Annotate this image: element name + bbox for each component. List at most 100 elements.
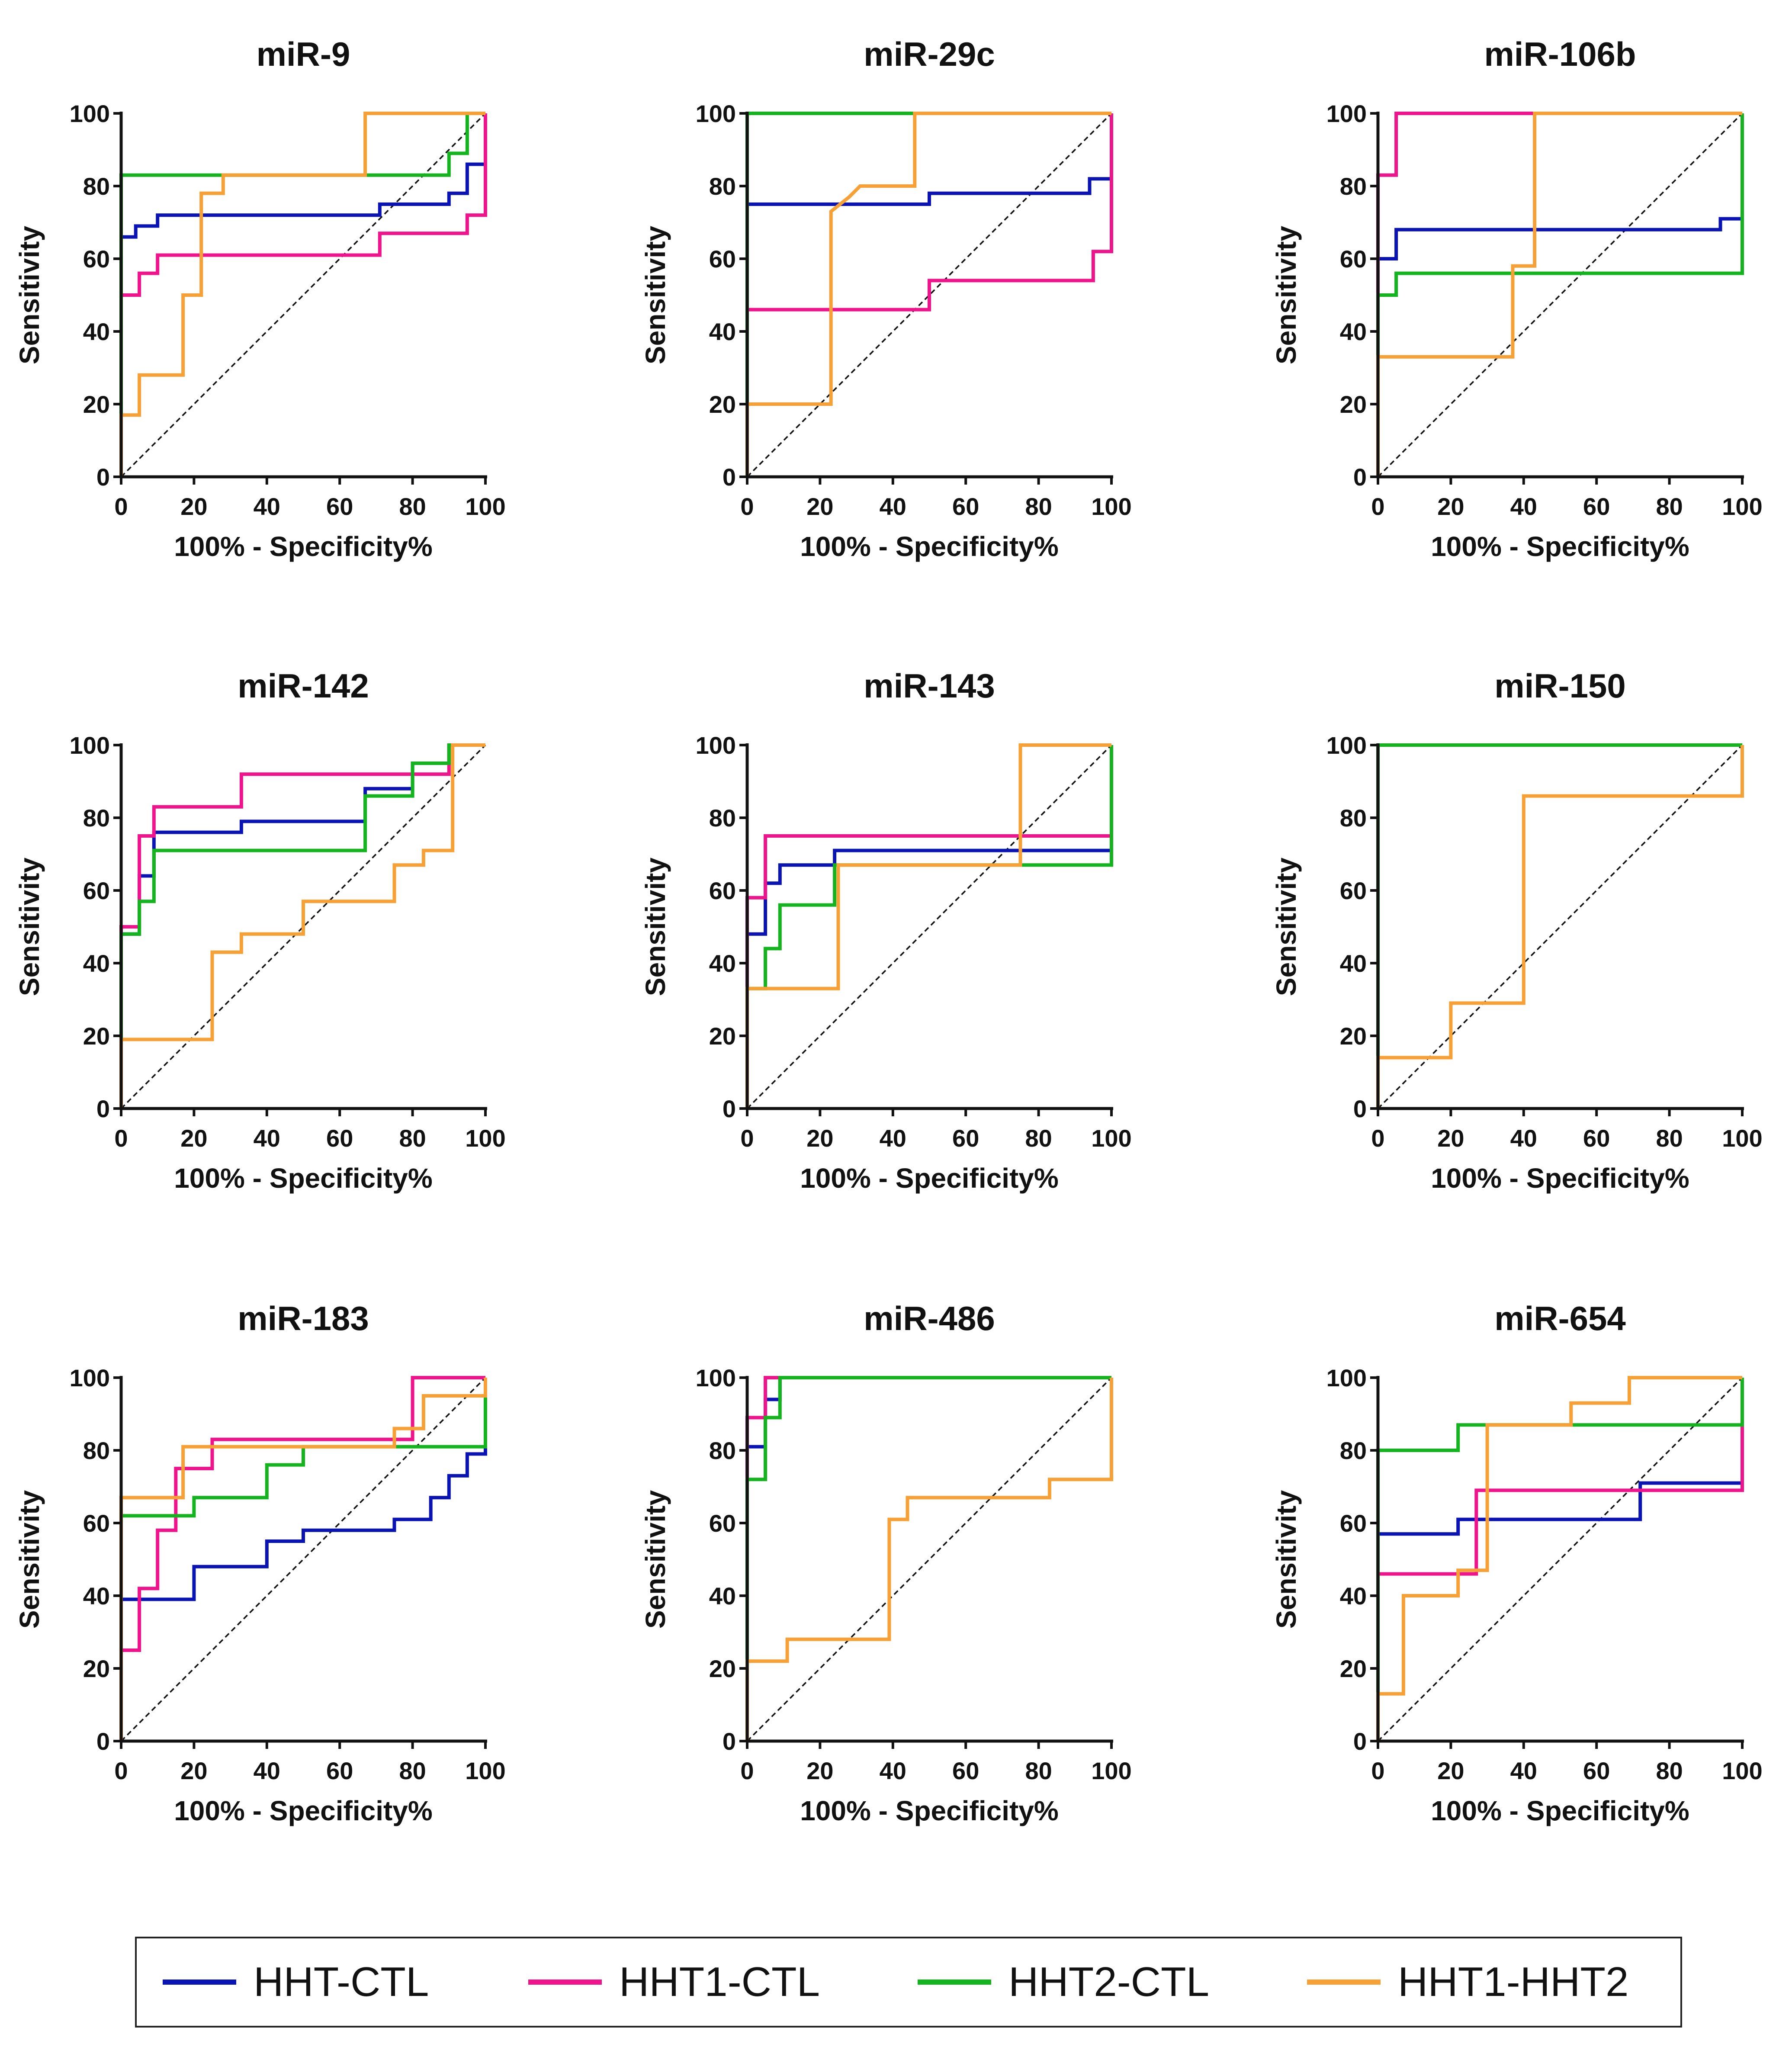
x-axis-label-mir-142: 100% - Specificity% (174, 1163, 433, 1194)
reference-diagonal-mir-486 (746, 1377, 1112, 1742)
x-tick-label-mir-142: 60 (326, 1125, 353, 1152)
panel-title-mir-106b: miR-106b (1484, 35, 1636, 73)
y-tick-label-mir-106b: 40 (1340, 318, 1367, 345)
x-tick-label-mir-143: 100 (1091, 1125, 1131, 1152)
x-tick-label-mir-486: 100 (1091, 1757, 1131, 1784)
y-tick-label-mir-183: 20 (83, 1655, 110, 1682)
x-tick-label-mir-9: 60 (326, 493, 353, 520)
reference-diagonal-mir-9 (120, 112, 486, 478)
roc-curve-hht-ctl-mir-654 (1376, 1378, 1744, 1741)
x-tick-label-mir-29c: 0 (740, 493, 754, 520)
x-tick-label-mir-654: 100 (1722, 1757, 1762, 1784)
x-tick-label-mir-106b: 40 (1510, 493, 1537, 520)
panel-mir-654: miR-654 0 20 40 60 80 100 0 20 40 60 80 100 100% - Sp… (1271, 1299, 1763, 1826)
y-axis-label-mir-150: Sensitivity (1271, 858, 1302, 996)
x-tick-label-mir-183: 40 (254, 1757, 280, 1784)
y-tick-label-mir-486: 20 (709, 1655, 736, 1682)
y-tick-label-mir-486: 100 (696, 1364, 736, 1391)
y-tick-label-mir-183: 40 (83, 1582, 110, 1610)
x-tick-label-mir-106b: 20 (1437, 493, 1464, 520)
legend-label-hht1-hht2: HHT1-HHT2 (1398, 1959, 1629, 2005)
y-axis-label-mir-654: Sensitivity (1271, 1490, 1302, 1629)
y-tick-label-mir-9: 100 (70, 100, 110, 127)
x-tick-label-mir-486: 0 (740, 1757, 754, 1784)
y-tick-label-mir-106b: 60 (1340, 245, 1367, 273)
y-tick-label-mir-142: 0 (96, 1095, 110, 1122)
y-tick-label-mir-142: 60 (83, 877, 110, 904)
x-tick-label-mir-143: 20 (806, 1125, 833, 1152)
panel-mir-9: miR-9 0 20 40 60 80 100 0 20 40 60 80 100 100% - Spec… (14, 35, 506, 562)
y-tick-label-mir-106b: 100 (1326, 100, 1367, 127)
roc-curve-hht-ctl-mir-183 (119, 1378, 487, 1741)
roc-curve-hht-ctl-mir-29c (745, 113, 1113, 477)
roc-curve-hht1-hht2-mir-183 (119, 1378, 487, 1741)
y-tick-label-mir-150: 20 (1340, 1022, 1367, 1050)
x-tick-label-mir-183: 100 (465, 1757, 505, 1784)
roc-curve-hht1-hht2-mir-29c (745, 112, 1111, 477)
legend: HHT-CTL HHT1-CTL HHT2-CTL HHT1-HHT2 (135, 1937, 1682, 2028)
x-tick-label-mir-150: 60 (1583, 1125, 1610, 1152)
panel-mir-106b: miR-106b 0 20 40 60 80 100 0 20 40 60 80 100 100% - S… (1271, 35, 1763, 562)
legend-swatch-hht-ctl (163, 1980, 236, 1985)
y-tick-label-mir-183: 80 (83, 1437, 110, 1464)
y-tick-label-mir-142: 100 (70, 732, 110, 759)
panel-title-mir-143: miR-143 (864, 667, 995, 705)
legend-label-hht-ctl: HHT-CTL (254, 1959, 429, 2005)
panel-title-mir-142: miR-142 (238, 667, 369, 705)
x-tick-label-mir-29c: 100 (1091, 493, 1131, 520)
roc-curve-hht1-hht2-mir-142 (119, 743, 485, 1109)
y-tick-label-mir-654: 20 (1340, 1655, 1367, 1682)
y-tick-label-mir-142: 80 (83, 804, 110, 832)
y-tick-label-mir-143: 20 (709, 1022, 736, 1050)
legend-swatch-hht1-ctl (528, 1980, 602, 1985)
x-tick-label-mir-654: 40 (1510, 1757, 1537, 1784)
y-tick-label-mir-183: 0 (96, 1728, 110, 1755)
reference-diagonal-mir-654 (1377, 1377, 1743, 1742)
x-tick-label-mir-143: 40 (880, 1125, 906, 1152)
y-tick-label-mir-486: 40 (709, 1582, 736, 1610)
legend-label-hht2-ctl: HHT2-CTL (1008, 1959, 1210, 2005)
y-axis-label-mir-106b: Sensitivity (1271, 226, 1302, 365)
x-tick-label-mir-143: 80 (1025, 1125, 1052, 1152)
x-tick-label-mir-142: 100 (465, 1125, 505, 1152)
y-tick-label-mir-654: 60 (1340, 1510, 1367, 1537)
x-tick-label-mir-150: 40 (1510, 1125, 1537, 1152)
x-axis-label-mir-486: 100% - Specificity% (800, 1795, 1059, 1826)
roc-curve-hht1-hht2-mir-9 (119, 112, 485, 477)
x-tick-label-mir-150: 80 (1656, 1125, 1683, 1152)
y-tick-label-mir-9: 60 (83, 245, 110, 273)
roc-curve-hht2-ctl-mir-142 (119, 743, 485, 1109)
reference-diagonal-mir-142 (120, 744, 486, 1109)
y-tick-label-mir-486: 80 (709, 1437, 736, 1464)
x-axis-label-mir-654: 100% - Specificity% (1431, 1795, 1689, 1826)
x-axis-label-mir-9: 100% - Specificity% (174, 531, 433, 562)
reference-diagonal-mir-143 (746, 744, 1112, 1109)
panel-title-mir-183: miR-183 (238, 1299, 369, 1337)
y-tick-label-mir-150: 0 (1353, 1095, 1367, 1122)
panel-mir-142: miR-142 0 20 40 60 80 100 0 20 40 60 80 100 100% - Sp… (14, 667, 506, 1194)
y-tick-label-mir-183: 60 (83, 1510, 110, 1537)
x-tick-label-mir-183: 0 (114, 1757, 128, 1784)
y-tick-label-mir-150: 80 (1340, 804, 1367, 832)
y-axis-label-mir-9: Sensitivity (14, 226, 45, 365)
y-tick-label-mir-9: 40 (83, 318, 110, 345)
x-axis-label-mir-29c: 100% - Specificity% (800, 531, 1059, 562)
panel-mir-143: miR-143 0 20 40 60 80 100 0 20 40 60 80 100 100% - Sp… (640, 667, 1132, 1194)
panel-title-mir-486: miR-486 (864, 1299, 995, 1337)
roc-curve-hht1-ctl-mir-9 (119, 113, 487, 477)
x-tick-label-mir-486: 80 (1025, 1757, 1052, 1784)
y-axis-label-mir-486: Sensitivity (640, 1490, 671, 1629)
y-tick-label-mir-143: 40 (709, 950, 736, 977)
y-tick-label-mir-29c: 40 (709, 318, 736, 345)
y-tick-label-mir-106b: 0 (1353, 463, 1367, 491)
x-tick-label-mir-142: 0 (114, 1125, 128, 1152)
x-tick-label-mir-142: 20 (180, 1125, 207, 1152)
x-axis-label-mir-183: 100% - Specificity% (174, 1795, 433, 1826)
panel-mir-183: miR-183 0 20 40 60 80 100 0 20 40 60 80 100 100% - Sp… (14, 1299, 506, 1826)
legend-item-hht-ctl: HHT-CTL (163, 1938, 429, 2026)
legend-swatch-hht1-hht2 (1307, 1980, 1381, 1985)
x-tick-label-mir-9: 0 (114, 493, 128, 520)
x-tick-label-mir-654: 0 (1371, 1757, 1384, 1784)
panel-mir-486: miR-486 0 20 40 60 80 100 0 20 40 60 80 100 100% - Sp… (640, 1299, 1132, 1826)
